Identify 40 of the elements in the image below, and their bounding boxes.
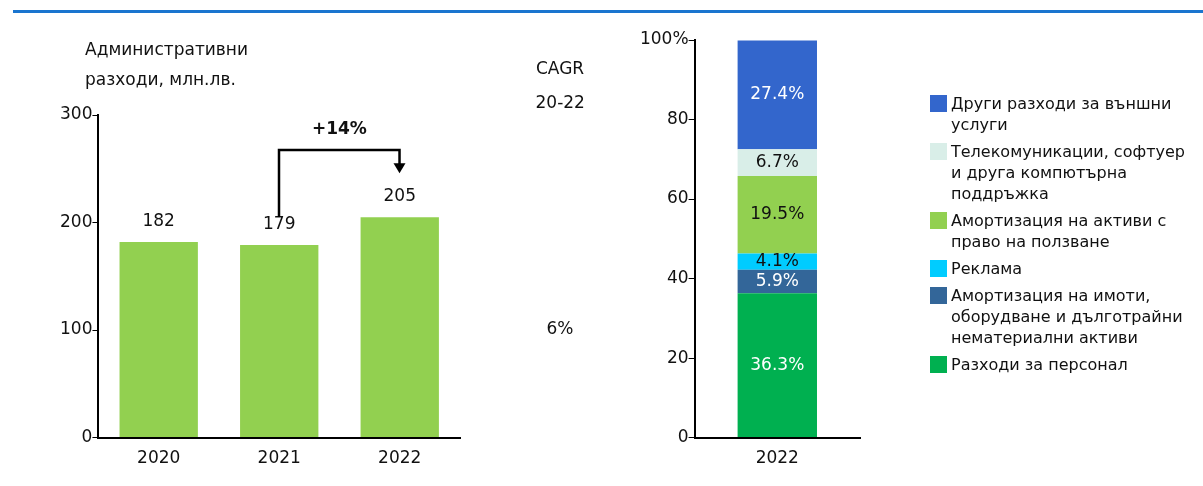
y-tick-label: 200 [59, 210, 93, 231]
text: 20-22 [535, 92, 585, 112]
y-tick-label: 0 [81, 426, 93, 447]
bar [737, 40, 817, 150]
legend-label: Други разходи за външни услуги [951, 93, 1173, 135]
data-label: 5.9% [755, 269, 799, 290]
y-tick-label: 60 [666, 187, 689, 208]
legend-label: Реклама [951, 258, 1023, 279]
legend-label: Телекомуникации, софтуер и друга компютърна поддръжка [951, 141, 1186, 204]
x-tick-label: 2021 [257, 447, 301, 468]
y-tick-label: 40 [666, 266, 689, 287]
data-label: 4.1% [755, 250, 799, 271]
data-label: 36.3% [750, 353, 805, 374]
legend-label: Разходи за персонал [951, 354, 1128, 375]
bar [119, 241, 198, 438]
data-label: 179 [263, 213, 296, 234]
y-tick-label: 0 [677, 426, 689, 447]
data-label: 205 [383, 185, 416, 206]
data-label: 27.4% [750, 83, 805, 104]
x-tick-label: 2022 [378, 447, 422, 468]
y-tick-label: 100 [59, 318, 93, 339]
data-label: 182 [142, 209, 175, 230]
x-tick-label: 2022 [755, 447, 799, 468]
data-label: 19.5% [750, 203, 805, 224]
bar [737, 293, 817, 438]
bar [737, 175, 817, 254]
x-tick-label: 2020 [137, 447, 181, 468]
y-axis-title: Административни разходи, млн.лв. [85, 38, 249, 91]
legend-label: Амортизация на имоти, оборудване и дълготрайни нематериални активи [951, 285, 1184, 348]
y-tick-label: 80 [666, 107, 689, 128]
text: 6% [546, 318, 574, 338]
data-label: 6.7% [755, 151, 799, 172]
text: CAGR [536, 58, 585, 78]
y-tick-label: 100% [639, 28, 689, 49]
legend-label: Амортизация на активи с право на ползване [951, 210, 1168, 252]
bar [240, 245, 319, 438]
y-tick-label: 20 [666, 346, 689, 367]
y-tick-label: 300 [59, 103, 93, 124]
annotation: +14% [311, 118, 367, 138]
bar [360, 217, 439, 438]
